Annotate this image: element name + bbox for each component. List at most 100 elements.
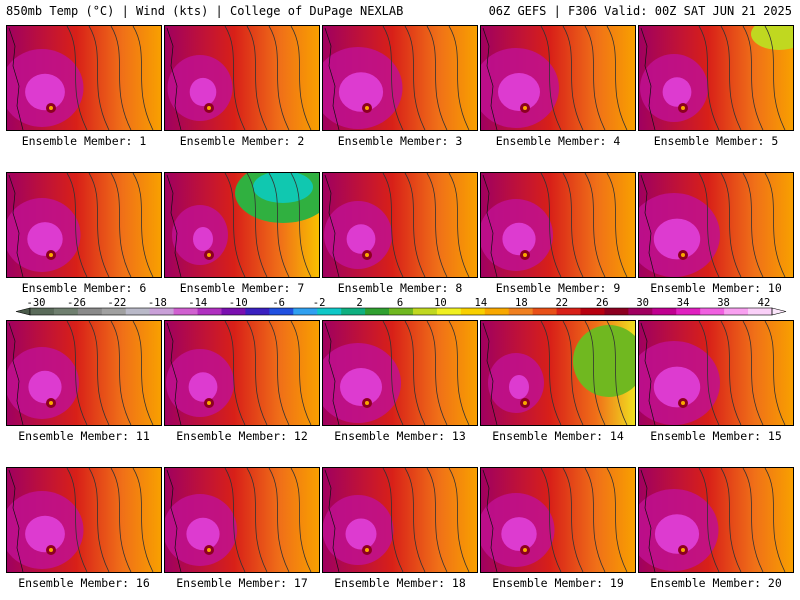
- height-contour: [88, 26, 110, 130]
- member-label-12: Ensemble Member: 12: [176, 429, 308, 443]
- height-contour: [382, 468, 404, 572]
- extreme-heat-region: [653, 366, 701, 408]
- height-contour: [720, 321, 742, 425]
- heat-spot-center: [681, 253, 685, 257]
- coastline: [640, 469, 656, 572]
- heat-spot-center: [365, 106, 369, 110]
- extreme-heat-region: [25, 73, 65, 111]
- member-map-18: [322, 467, 478, 573]
- member-map-5: [638, 25, 794, 131]
- height-contour: [88, 173, 110, 277]
- height-contour: [540, 321, 562, 425]
- member-map-2: [164, 25, 320, 131]
- height-contour: [584, 468, 606, 572]
- heat-spot-center: [49, 548, 53, 552]
- height-contour: [110, 26, 132, 130]
- colorbar-tick-label: -30: [26, 297, 46, 309]
- height-contour: [764, 26, 786, 130]
- colorbar-swatch: [53, 308, 79, 315]
- coastline: [640, 174, 656, 277]
- extreme-heat-region: [338, 72, 384, 112]
- colorbar-swatch: [389, 308, 414, 315]
- extreme-heat-region: [502, 222, 536, 256]
- extreme-heat-region: [28, 370, 62, 404]
- temperature-field: [7, 468, 161, 572]
- coastline: [482, 322, 498, 425]
- coastline: [8, 469, 24, 572]
- coastline: [482, 174, 498, 277]
- height-contour: [426, 26, 448, 130]
- heat-spot-center: [207, 401, 211, 405]
- heat-spot-center: [681, 401, 685, 405]
- colorbar-swatch: [724, 308, 749, 315]
- height-contour: [88, 321, 110, 425]
- temperature-field: [639, 173, 793, 277]
- member-label-14: Ensemble Member: 14: [492, 429, 624, 443]
- height-contour: [132, 321, 154, 425]
- colorbar-swatch: [700, 308, 725, 315]
- member-map-9: [480, 172, 636, 278]
- height-contour: [562, 26, 584, 130]
- member-label-16: Ensemble Member: 16: [18, 576, 150, 590]
- colorbar-tick-label: 10: [434, 297, 447, 309]
- coastline: [8, 322, 24, 425]
- member-label-6: Ensemble Member: 6: [21, 281, 147, 295]
- height-contour: [382, 321, 404, 425]
- extreme-heat-region: [654, 514, 700, 554]
- height-contour: [224, 173, 246, 277]
- temperature-field: [639, 321, 793, 425]
- extreme-heat-region: [193, 227, 213, 251]
- height-contour: [404, 173, 426, 277]
- colorbar-high-arrow: [771, 307, 787, 316]
- heat-spot-center: [523, 253, 527, 257]
- member-map-11: [6, 320, 162, 426]
- height-contour: [246, 26, 268, 130]
- member-map-14: [480, 320, 636, 426]
- member-label-20: Ensemble Member: 20: [650, 576, 782, 590]
- colorbar-tick-label: 42: [757, 297, 771, 309]
- height-contour: [110, 173, 132, 277]
- height-contour: [720, 468, 742, 572]
- coastline: [8, 174, 24, 277]
- colorbar-swatch: [77, 308, 103, 315]
- extreme-heat-region: [25, 515, 65, 553]
- heat-spot-center: [681, 548, 685, 552]
- colorbar-tick-label: -10: [228, 297, 248, 309]
- temperature-field: [481, 26, 635, 130]
- coastline: [482, 469, 498, 572]
- heat-spot-center: [523, 548, 527, 552]
- temperature-field: [7, 321, 161, 425]
- height-contour: [246, 321, 268, 425]
- extreme-heat-region: [189, 77, 217, 107]
- coastline: [640, 322, 656, 425]
- map-title: 850mb Temp (°C) | Wind (kts) | College o…: [6, 4, 404, 18]
- member-label-11: Ensemble Member: 11: [18, 429, 150, 443]
- heat-spot-center: [207, 106, 211, 110]
- temperature-field: [481, 468, 635, 572]
- member-map-19: [480, 467, 636, 573]
- height-contour: [742, 321, 764, 425]
- temperature-field: [639, 468, 793, 572]
- temperature-field: [639, 26, 793, 130]
- heat-spot-center: [365, 401, 369, 405]
- member-map-10: [638, 172, 794, 278]
- extreme-heat-region: [27, 222, 63, 256]
- colorbar-tick-label: -18: [147, 297, 167, 309]
- height-contour: [268, 468, 290, 572]
- height-contour: [66, 468, 88, 572]
- height-contour: [540, 173, 562, 277]
- height-contour: [764, 321, 786, 425]
- member-map-1: [6, 25, 162, 131]
- colorbar-swatch: [317, 308, 342, 315]
- height-contour: [720, 173, 742, 277]
- colorbar-tick-label: -22: [107, 297, 127, 309]
- height-contour: [404, 26, 426, 130]
- colorbar-swatch: [604, 308, 629, 315]
- coastline: [166, 322, 182, 425]
- colorbar-swatch: [125, 308, 151, 315]
- colorbar-swatch: [341, 308, 366, 315]
- height-contour: [426, 468, 448, 572]
- colorbar-low-arrow: [15, 307, 31, 316]
- colorbar-swatch: [293, 308, 318, 315]
- member-map-8: [322, 172, 478, 278]
